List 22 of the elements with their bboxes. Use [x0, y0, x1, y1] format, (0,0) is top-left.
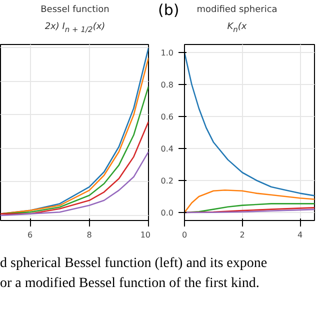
- y-tick-label: 0.0: [160, 208, 174, 218]
- y-tick-label: 0.6: [160, 112, 174, 122]
- x-tick-label: 8: [86, 230, 92, 240]
- chart-subtitle: 2x) I$_{n + 1/2}$(x): [44, 20, 106, 36]
- chart-title: modified spherica: [196, 5, 278, 15]
- chart-subtitle: K$_{n}$(x: [227, 22, 247, 34]
- text: or a modified Bessel function of the first kind.: [0, 276, 260, 291]
- x-tick-label: 2: [240, 230, 245, 240]
- y-tick-label: 0.4: [160, 144, 174, 154]
- x-tick-label: 0: [182, 230, 188, 240]
- line-series: [184, 189, 314, 214]
- line-series: [184, 203, 314, 214]
- y-tick-label: 0.8: [160, 80, 174, 90]
- x-tick-label: 6: [28, 230, 33, 240]
- chart-title: Bessel function: [40, 4, 110, 17]
- text: (b): [158, 0, 180, 21]
- text: d spherical Bessel function (left) and its expone: [0, 256, 268, 271]
- line-series: [184, 52, 314, 196]
- x-tick-label: 4: [298, 230, 303, 240]
- x-tick-label: 10: [140, 230, 151, 240]
- y-tick-label: 1.0: [160, 48, 174, 58]
- y-tick-label: 0.2: [160, 176, 174, 186]
